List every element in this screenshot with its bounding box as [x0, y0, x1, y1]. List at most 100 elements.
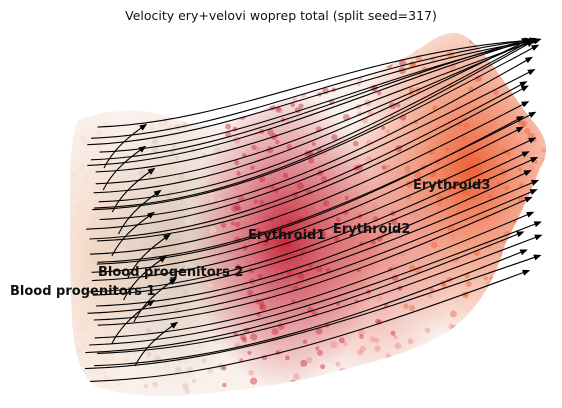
cell-dot [144, 43, 150, 49]
cell-dot [547, 56, 552, 61]
cell-dot [95, 165, 102, 172]
cell-dot [509, 376, 515, 382]
cell-dot [89, 97, 96, 104]
cell-dot [70, 171, 76, 178]
cell-dot [116, 382, 121, 387]
cell-dot [539, 327, 546, 334]
cell-dot [182, 290, 190, 297]
cell-dot [416, 391, 423, 396]
cell-dot [357, 349, 364, 356]
cell-dot [148, 123, 156, 131]
cell-dot [416, 179, 423, 185]
cell-dot [311, 141, 316, 146]
cell-dot [225, 123, 232, 130]
cell-dot [395, 366, 401, 372]
cell-dot [267, 99, 273, 104]
cell-dot [328, 78, 334, 84]
cell-dot [513, 303, 520, 310]
velocity-streamline [103, 123, 148, 169]
cell-dot [220, 44, 226, 50]
cell-dot [455, 130, 462, 136]
cell-dot [188, 314, 195, 321]
cell-dot [165, 78, 173, 87]
cell-dot [174, 123, 181, 131]
cell-dot [89, 68, 95, 74]
cell-dot [426, 145, 432, 151]
cell-dot [157, 233, 163, 239]
cell-dot [331, 388, 336, 393]
cell-dot [162, 305, 168, 311]
cell-dot [220, 222, 227, 229]
cell-dot [84, 104, 91, 112]
cell-dot [428, 294, 433, 299]
cluster-labels: Blood progenitors 1 Blood progenitors 2 … [10, 178, 490, 299]
cell-dot [377, 296, 382, 302]
cell-dot [422, 34, 428, 40]
cell-dot [308, 157, 315, 164]
cell-dot [368, 215, 374, 222]
cell-dot [437, 358, 444, 366]
cell-dot [404, 165, 411, 172]
cell-dot [522, 369, 528, 376]
cell-dot [119, 52, 125, 58]
cell-dot [312, 386, 318, 391]
cell-dot [536, 83, 544, 91]
cell-dot [134, 61, 140, 68]
cell-dot [435, 393, 442, 396]
cell-dot [82, 140, 88, 145]
cell-dot [323, 40, 329, 47]
cell-dot [335, 361, 341, 367]
cell-dot [110, 356, 116, 362]
cell-dot [195, 262, 200, 267]
cell-dot [70, 260, 74, 266]
cell-dot [418, 359, 426, 367]
cell-dot [413, 212, 420, 218]
cell-dot [122, 152, 130, 160]
cell-dot [381, 165, 387, 171]
cell-dot [79, 135, 87, 143]
cell-dot [376, 45, 382, 51]
velocity-streamline [90, 269, 531, 382]
cell-dot [463, 122, 470, 129]
cell-dot [184, 388, 190, 394]
cell-dot [506, 382, 513, 389]
cell-dot [113, 309, 121, 317]
cell-dot [225, 131, 232, 138]
cell-dot [502, 329, 509, 335]
cell-dot [432, 105, 438, 111]
cell-dot [404, 40, 409, 45]
cell-dot [449, 233, 457, 240]
cell-dot [345, 32, 352, 37]
cell-dot [312, 227, 317, 233]
velocity-streamline [89, 101, 530, 255]
cell-dot [233, 93, 239, 99]
cell-dot [143, 65, 150, 72]
velocity-streamline [92, 44, 540, 211]
cell-dot [340, 280, 345, 285]
cell-dot [256, 100, 262, 106]
cell-dot [317, 349, 323, 356]
cell-dot [251, 144, 257, 150]
cell-dot [83, 97, 90, 104]
cell-dot [85, 392, 93, 396]
cell-dot [331, 134, 338, 141]
cell-dot [482, 166, 490, 174]
cell-dot [95, 142, 103, 149]
velocity-streamline [90, 37, 533, 139]
cell-dot [70, 341, 75, 347]
cell-dot [163, 122, 168, 127]
cell-dot [371, 202, 379, 209]
cell-dot [497, 364, 503, 370]
cell-dot [336, 217, 341, 223]
cell-dot [315, 205, 320, 210]
cell-dot [72, 348, 78, 355]
cell-dot [465, 190, 471, 196]
cell-dot [240, 334, 247, 341]
cell-dot [323, 80, 329, 85]
cell-dot [285, 69, 290, 74]
cell-dot [520, 366, 528, 373]
cell-dot [230, 221, 235, 226]
cell-dot [258, 300, 265, 307]
cell-dot [180, 322, 186, 328]
cell-dot [234, 203, 241, 210]
